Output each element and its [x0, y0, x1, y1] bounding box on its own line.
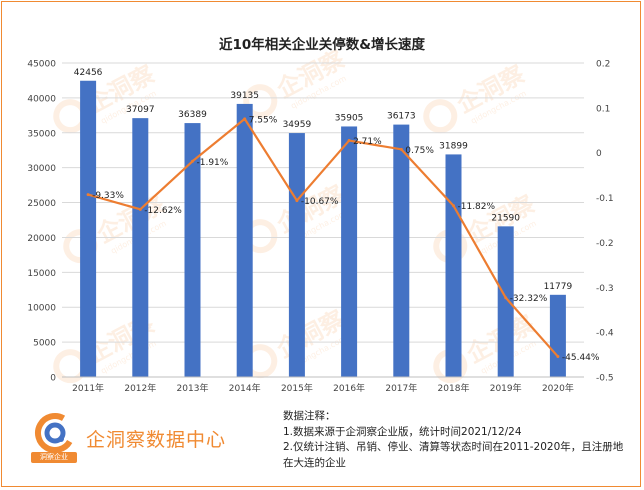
bar [132, 118, 149, 377]
x-tick-label: 2018年 [438, 382, 470, 394]
y-left-tick-label: 5000 [33, 339, 56, 349]
y-right-tick-label: -0.4 [596, 329, 614, 339]
line-value-label: -12.62% [144, 206, 182, 216]
line-value-label: 0.75% [405, 146, 434, 156]
x-tick-label: 2013年 [177, 382, 209, 394]
y-left-tick-label: 15000 [27, 269, 56, 279]
line-value-label: -32.32% [510, 294, 548, 304]
bar [549, 294, 566, 377]
line-value-label: -1.91% [197, 158, 229, 168]
bar [445, 154, 462, 377]
line-series [86, 117, 560, 359]
bar [497, 226, 514, 377]
line-point [504, 296, 508, 300]
y-right-tick-label: -0.1 [596, 194, 614, 204]
line-point [243, 117, 247, 121]
y-left-tick-label: 40000 [27, 94, 56, 104]
x-tick-label: 2020年 [542, 382, 574, 394]
watermark-logo-icon [423, 99, 458, 134]
logo-tag: 洞察企业 [31, 452, 77, 463]
y-right-tick-label: 0 [596, 149, 602, 159]
line-point [452, 204, 455, 208]
watermark-logo-icon [433, 349, 468, 384]
bar [288, 133, 305, 377]
line-point [399, 147, 403, 151]
notes-title: 数据注释： [283, 410, 336, 422]
bar-value-label: 11779 [544, 282, 573, 292]
note-2: 2.仅统计注销、吊销、停业、清算等状态时间在2011-2020年，且注册地在大连… [283, 441, 624, 469]
bar-value-label: 21590 [491, 213, 520, 223]
bar [184, 123, 201, 377]
line-value-label: -45.44% [562, 353, 600, 363]
line-point [556, 355, 560, 359]
bar [393, 124, 410, 378]
line-point [86, 193, 90, 197]
bar-labels: 42456 37097 36389 39135 34959 35905 36173 31899… [74, 68, 573, 292]
bar [80, 80, 97, 377]
line-point [347, 139, 351, 143]
data-notes: 数据注释： 1.数据来源于企洞察企业版，统计时间2021/12/24 2.仅统计… [283, 409, 628, 471]
line-value-label: -9.33% [92, 191, 124, 201]
x-tick-label: 2016年 [333, 382, 365, 394]
y-left-tick-label: 25000 [27, 199, 56, 209]
line-point [295, 199, 299, 203]
bar-value-label: 34959 [283, 120, 312, 130]
bar-value-label: 37097 [126, 105, 155, 115]
y-left-tick-label: 10000 [27, 304, 56, 314]
bar-value-label: 36389 [178, 110, 207, 120]
chart-title: 近10年相关企业关停数&增长速度 [219, 36, 426, 53]
x-tick-label: 2019年 [490, 382, 522, 394]
bar-value-label: 42456 [74, 68, 103, 78]
y-axis-right: -0.5 -0.4 -0.3 -0.2 -0.1 0 0.1 0.2 [596, 60, 614, 384]
bar [236, 103, 253, 377]
y-right-tick-label: -0.2 [596, 239, 614, 249]
y-left-tick-label: 20000 [27, 234, 56, 244]
note-1: 1.数据来源于企洞察企业版，统计时间2021/12/24 [283, 425, 522, 438]
y-right-tick-label: 0.2 [596, 60, 610, 70]
brand-name: 企洞察数据中心 [86, 429, 227, 451]
line-labels: -9.33% -12.62% -1.91% 7.55% -10.67% 2.71% 0.75… [92, 115, 600, 363]
brand-logo-icon [35, 413, 75, 453]
x-tick-label: 2017年 [385, 382, 417, 394]
growth-line [87, 117, 559, 358]
x-tick-label: 2011年 [72, 382, 104, 394]
line-point [191, 159, 194, 163]
x-tick-label: 2012年 [124, 382, 156, 394]
line-value-label: -11.82% [458, 202, 496, 212]
line-value-label: 2.71% [353, 137, 382, 147]
x-tick-label: 2015年 [281, 382, 313, 394]
y-left-tick-label: 45000 [27, 60, 56, 70]
y-right-tick-label: 0.1 [596, 104, 610, 114]
y-right-tick-label: -0.3 [596, 284, 614, 294]
x-axis: 2011年 2012年 2013年 2014年 2015年 2016年 2017年 2018年… [62, 376, 584, 394]
line-value-label: 7.55% [249, 115, 278, 125]
x-tick-label: 2014年 [229, 382, 261, 394]
line-point [138, 207, 142, 211]
bar-value-label: 36173 [387, 112, 416, 122]
bar-value-label: 31899 [439, 141, 468, 151]
line-value-label: -10.67% [301, 197, 339, 207]
y-left-tick-label: 30000 [27, 164, 56, 174]
gridlines [62, 62, 584, 378]
bar-value-label: 39135 [230, 91, 259, 101]
y-right-tick-label: -0.5 [596, 374, 614, 384]
y-left-tick-label: 35000 [27, 129, 56, 139]
bar-value-label: 35905 [335, 113, 364, 123]
y-left-tick-label: 0 [50, 374, 56, 384]
bar [341, 126, 358, 377]
y-axis-left: 0 5000 10000 15000 20000 25000 30000 35000 40000… [27, 60, 56, 384]
